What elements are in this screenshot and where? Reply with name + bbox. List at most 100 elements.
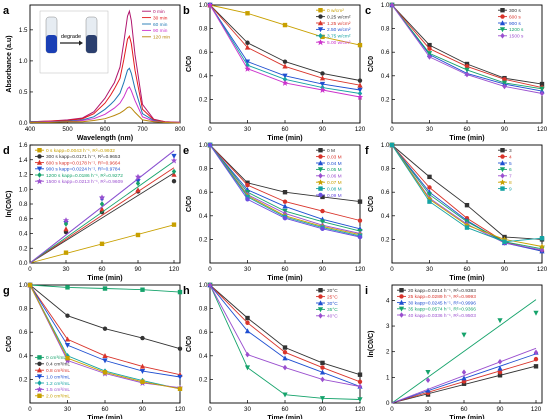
data-point <box>282 59 288 64</box>
x-tick-label: 120 <box>355 266 366 273</box>
panel-label: e <box>183 145 189 157</box>
data-point <box>319 81 326 87</box>
legend-marker <box>317 167 324 173</box>
panel-label: d <box>3 145 10 157</box>
legend-marker <box>317 20 324 26</box>
x-tick-label: 0 <box>28 266 32 273</box>
legend-entry: 600 s <box>509 14 521 20</box>
data-point <box>502 83 507 90</box>
legend-marker <box>500 154 505 159</box>
data-point <box>502 239 507 244</box>
data-point <box>357 42 363 48</box>
legend-entry: 7 <box>509 174 512 180</box>
data-point <box>65 355 70 361</box>
legend-marker <box>37 380 42 386</box>
legend-marker <box>499 27 506 33</box>
series-line-3 <box>391 144 543 250</box>
y-tick-label: 0.2 <box>381 236 390 243</box>
data-point <box>171 157 177 164</box>
legend-entry: 600 s kapp=0.0178 h⁻¹, R²=0.9664 <box>46 160 121 166</box>
legend-marker <box>500 173 505 179</box>
data-point <box>464 67 470 73</box>
legend-marker <box>36 159 43 165</box>
legend-marker <box>398 299 405 305</box>
series-line-3 <box>29 86 180 123</box>
data-point <box>63 226 69 232</box>
legend-entry: 0.03 M <box>327 154 342 160</box>
fit-line-4 <box>29 161 175 264</box>
data-point <box>245 315 250 321</box>
data-point <box>135 232 141 238</box>
x-tick-label: 90 <box>501 126 508 133</box>
x-tick-label: 60 <box>461 406 468 413</box>
series-line-5 <box>391 144 543 247</box>
x-tick-label: 90 <box>319 266 326 273</box>
legend-marker <box>317 307 324 313</box>
data-point <box>539 243 545 250</box>
data-point <box>497 365 503 371</box>
legend-entry: 0.04 M <box>327 161 342 167</box>
chart-panel-g: 0 30 60 90 120 0.2 0.4 0.6 0.8 1.0 Time (min) C/C0 g… <box>3 282 186 419</box>
data-point <box>135 180 141 187</box>
fit-line-2 <box>29 167 175 264</box>
data-point <box>245 197 250 202</box>
y-tick-label: 0.8 <box>199 26 208 33</box>
data-point <box>282 355 288 361</box>
legend-entry: 40°C <box>327 314 338 320</box>
data-point <box>357 234 363 240</box>
x-tick-label: 90 <box>319 406 326 413</box>
data-point <box>319 219 326 225</box>
data-point <box>425 387 431 393</box>
data-point <box>63 221 69 227</box>
data-point <box>102 370 108 375</box>
data-point <box>64 336 71 342</box>
legend-entry: 30°C <box>327 301 338 307</box>
chart-panel-i: 0 30 60 90 120 0 1 2 3 4 Time (min) ln(C0/C) i 20 kap… <box>365 284 543 419</box>
data-point <box>102 286 108 291</box>
data-point <box>102 353 108 358</box>
data-point <box>63 250 69 255</box>
legend-marker <box>318 288 323 293</box>
x-tick-label: 30 <box>244 266 251 273</box>
degrade-arrowhead <box>79 40 83 46</box>
data-point <box>501 80 508 86</box>
y-tick-label: 1 <box>386 374 390 381</box>
legend-entry: 35 kapp=0.0574 h⁻¹, R²=0.9366 <box>408 307 476 313</box>
x-axis-label: Time (min) <box>449 275 484 282</box>
y-tick-label: 1.2 <box>19 172 28 179</box>
data-point <box>282 203 288 209</box>
data-point <box>177 374 183 380</box>
y-tick-label: 0.8 <box>19 201 28 208</box>
x-tick-label: 0 <box>208 406 212 413</box>
panel-label: g <box>3 285 10 297</box>
legend-entry: 900 s kapp=0.0224 h⁻¹, R²=0.9784 <box>46 167 121 173</box>
legend-marker <box>37 361 42 366</box>
chart-panel-b: 0 30 60 90 120 0.2 0.4 0.6 0.8 1.0 Time (min) C/C0 b… <box>183 2 366 142</box>
data-point <box>245 194 250 200</box>
legend-entry: 900 s <box>509 21 521 27</box>
chart-panel-e: 0 30 60 90 120 0.2 0.4 0.6 0.8 1.0 Time (min) C/C0 e… <box>183 142 366 282</box>
legend-marker <box>36 166 43 172</box>
data-point <box>139 368 146 374</box>
y-tick-label: 0.4 <box>381 213 390 220</box>
data-point <box>282 392 288 398</box>
x-tick-label: 0 <box>390 266 394 273</box>
legend-marker <box>37 355 42 360</box>
data-point <box>282 76 288 83</box>
data-point <box>245 180 250 185</box>
data-point <box>140 379 145 384</box>
data-point <box>245 320 250 325</box>
data-point <box>282 190 288 195</box>
panel-label: h <box>183 285 190 297</box>
data-point <box>461 381 467 386</box>
data-point <box>497 370 503 375</box>
data-point <box>357 90 363 97</box>
y-tick-label: 2 <box>386 349 390 356</box>
legend-entry: 40 kapp=0.0336 h⁻¹, R²=0.9503 <box>408 313 476 319</box>
legend-marker <box>36 386 43 393</box>
x-tick-label: 120 <box>531 406 542 413</box>
legend-entry: 8 <box>509 180 512 186</box>
legend-entry: 90 min <box>153 28 168 34</box>
inset-photo: degrade <box>39 10 109 74</box>
legend-marker <box>37 393 42 398</box>
